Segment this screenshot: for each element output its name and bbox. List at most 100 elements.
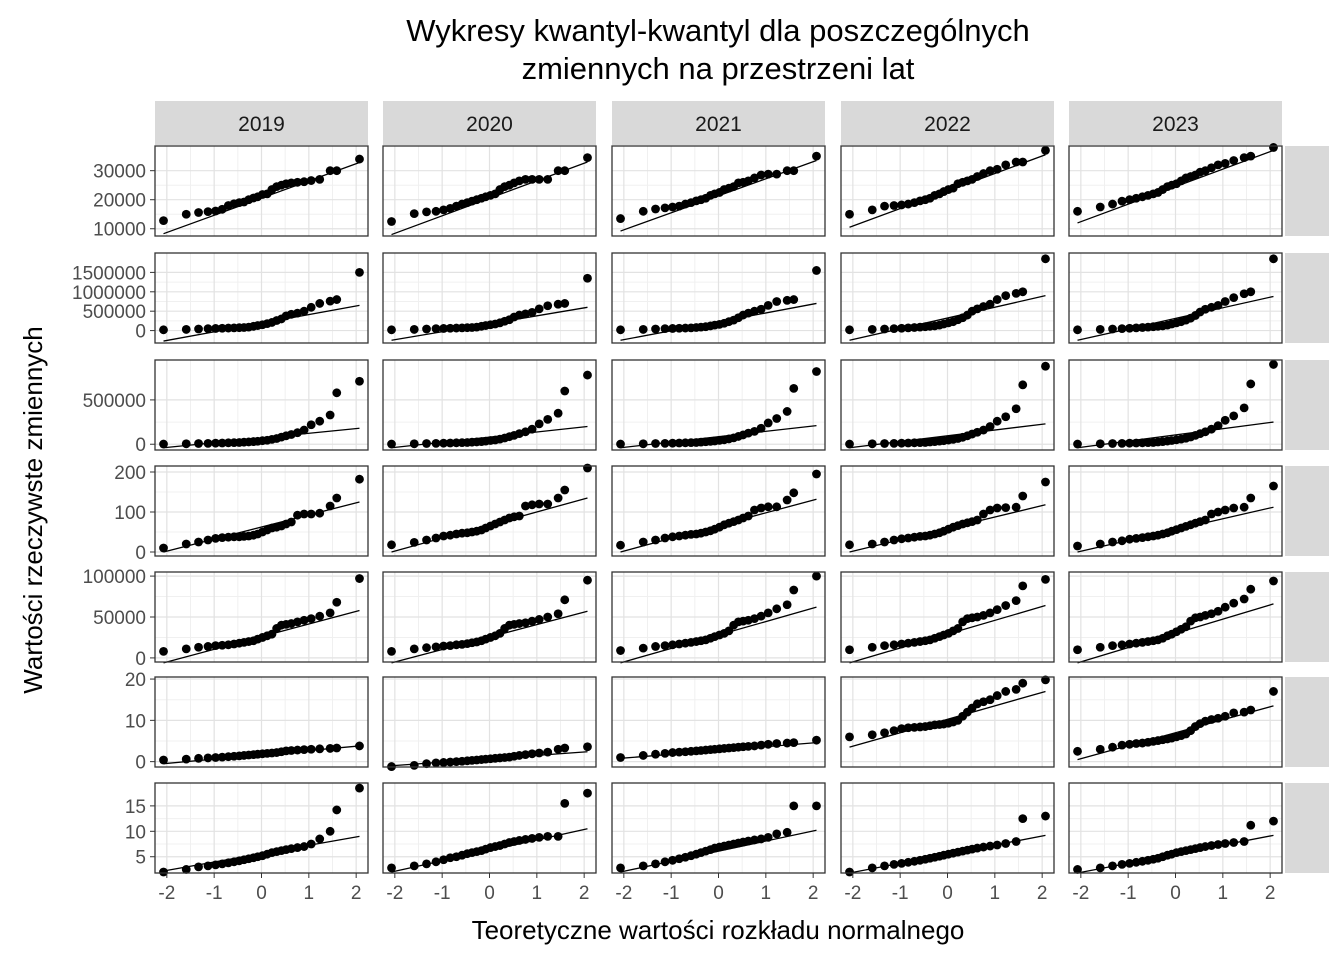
qq-point [1125,534,1134,544]
qq-point [1207,609,1216,619]
panel-UNEMP-2023 [1068,782,1283,874]
qq-point [616,540,625,550]
panel-border [382,465,597,557]
qq-point [992,416,1002,426]
qq-point [431,758,441,768]
qq-point [299,425,309,435]
panel-border [154,359,369,451]
qq-point [880,641,889,651]
qq-point [1095,642,1105,652]
qq-point [1108,861,1117,871]
y-tick-label: 100000 [83,567,146,588]
x-tick-label: -1 [434,883,451,904]
x-tick-label: 2 [351,883,362,904]
qq-point [159,543,168,553]
qq-point [812,735,821,745]
qq-point [355,574,364,583]
qq-point [203,861,213,871]
panel-HICP-2023 [1068,676,1283,768]
qq-point [332,388,342,398]
x-tick-label: 1 [532,883,543,904]
qq-point [1108,324,1117,334]
qq-point [772,297,782,306]
qq-point [409,209,419,219]
qq-point [1239,594,1249,604]
qq-point [992,503,1002,513]
panel-SP_INC_-2020 [382,145,597,237]
qq-point [1207,715,1216,724]
panel-border [840,676,1055,768]
qq-point [1239,502,1249,512]
qq-point [1018,581,1028,591]
qq-point [203,207,213,217]
panel-border [154,145,369,237]
qq-point [750,306,759,316]
qq-point [217,323,227,333]
qq-point [616,325,625,335]
qq-point [306,509,316,519]
qq-point [1125,739,1134,749]
qq-point [845,209,854,219]
qq-point [897,534,906,544]
qq-point [638,439,648,449]
panel-GDP_pc-2019 [154,571,369,664]
qq-point [674,438,684,448]
qq-point [992,691,1002,700]
qq-point [543,301,553,311]
qq-point [1001,687,1011,696]
qq-point [782,738,792,748]
qq-point [159,439,168,449]
qq-point [979,842,988,852]
panel-border [1068,465,1283,557]
qq-point [651,324,660,334]
qq-point [880,537,889,547]
qq-point [159,755,168,765]
panel-GDP_pc-2022 [840,571,1055,664]
y-tick-label: 0 [135,543,146,564]
qq-point [953,624,963,633]
qq-point [1108,537,1117,547]
panel-HICP-2019 [154,676,369,768]
qq-point [211,860,220,870]
panel-SP_INC_-2023 [1068,143,1283,237]
panel-GDP_pc-2023 [1068,571,1283,664]
qq-reference-line [849,295,1046,341]
x-tick-label: 2 [808,883,819,904]
qq-point [299,177,309,187]
qq-point [772,604,782,614]
qq-point [889,324,899,334]
panel-border [382,252,597,344]
qq-point [355,741,364,751]
qq-point [534,419,544,429]
qq-point [1220,505,1230,515]
qq-point [651,642,660,651]
qq-point [181,754,191,764]
qq-point [772,502,782,512]
qq-point [1207,163,1216,173]
facet-grid: 20192020202120222023SP_INC_1000020000300… [72,101,1329,904]
qq-point [355,783,364,793]
qq-point [660,748,670,758]
qq-point [1246,705,1256,715]
qq-point [1117,196,1127,206]
qq-point [315,174,325,184]
qq-point [1001,839,1011,848]
panel-border [382,676,597,768]
qq-point [979,425,988,435]
qq-point [867,730,877,740]
qq-point [387,217,396,226]
qq-point [387,863,396,873]
qq-point [1041,145,1050,155]
qq-point [315,744,325,754]
qq-point [543,174,553,184]
x-tick-label: 2 [1265,883,1276,904]
qq-point [782,407,792,416]
panel-border [611,145,826,237]
qq-point [1125,858,1134,868]
qq-point [325,410,335,420]
qq-point [409,760,419,770]
qq-point [1018,814,1028,823]
qq-point [1229,708,1239,718]
qq-point [985,841,995,851]
